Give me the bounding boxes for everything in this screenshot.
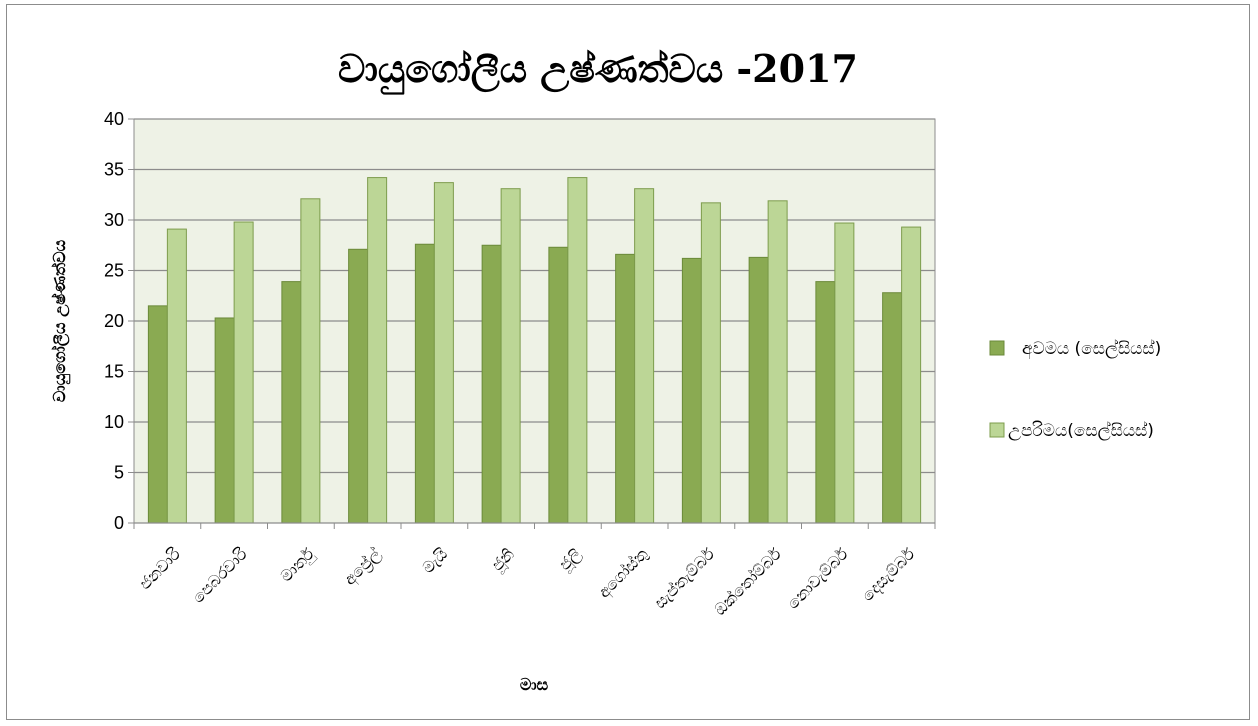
y-tick-label: 30 [104,210,124,230]
bar [882,292,903,524]
x-axis-title: මාස [520,675,549,694]
x-category-label: අප්‍රේල් [340,544,385,589]
legend-swatch [989,340,1005,356]
bar [615,253,636,524]
x-category-label: පෙබරවාරි [189,544,252,607]
gridlines [134,118,935,474]
legend-label: උපරිමය(සෙල්සියස්) [1008,421,1154,441]
bar [834,222,855,524]
x-category-label: මැයි [418,544,451,577]
x-category-label: ජූලි [555,544,586,575]
x-category-label: මාර්තු [276,544,318,586]
x-category-label: සැප්තැම්බර් [650,544,718,612]
y-tick-label: 20 [104,311,124,331]
bar [681,257,702,524]
bar [414,243,435,524]
bar [433,182,454,524]
bar [767,200,788,524]
bar [281,281,302,524]
bar [147,305,168,524]
chart-title: වායුගෝලීය උෂ්ණත්වය -2017 [338,46,858,95]
y-tick-label: 40 [104,109,124,129]
x-category-label: නොවැම්බර් [783,544,852,613]
bar [567,177,588,524]
bar [300,198,321,524]
bar [901,226,922,524]
bar [481,244,502,524]
bar [500,188,521,524]
bar [233,221,254,524]
x-axis-categories: ජනවාරි පෙබරවාරි මාර්තු අප්‍රේල් මැයි ජූනි ජූලි… [133,523,936,619]
x-category-label: දෙසැම්බර් [858,544,919,605]
y-axis-ticks: 0 5 10 15 20 25 30 35 40 [104,109,134,533]
bars [147,177,922,524]
bar [348,248,369,524]
y-tick-label: 15 [104,362,124,382]
y-tick-label: 35 [104,160,124,180]
y-tick-label: 0 [114,513,124,533]
bar [548,246,569,524]
y-axis-title: වායුගෝලීය උෂ්ණත්වය [50,239,71,402]
bar [700,202,721,524]
legend-swatch [989,422,1005,438]
x-category-label: ජූනි [488,544,519,575]
y-tick-label: 25 [104,261,124,281]
legend: අවමය (සෙල්සියස්) උපරිමය(සෙල්සියස්) [989,339,1161,441]
y-tick-label: 10 [104,412,124,432]
x-category-label: අගෝස්තු [594,544,652,602]
y-tick-label: 5 [114,463,124,483]
bar [748,256,769,524]
x-category-label: ඔක්තෝම්බර් [710,544,785,619]
legend-label: අවමය (සෙල්සියස්) [1022,339,1161,360]
bar [815,281,836,524]
bar [166,228,187,524]
bar [214,317,235,524]
x-category-label: ජනවාරි [135,544,184,593]
bar [367,177,388,524]
bar [634,188,655,524]
